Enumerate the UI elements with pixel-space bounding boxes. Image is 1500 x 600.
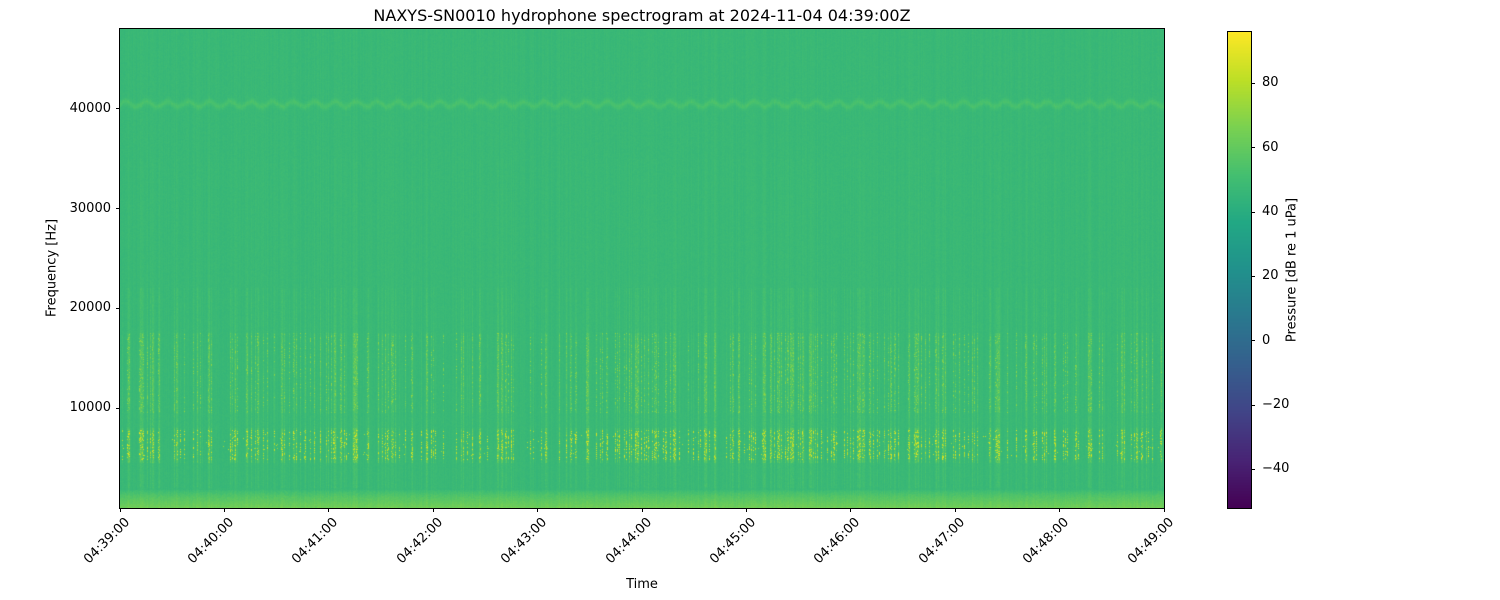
colorbar-tick-label: 60 — [1262, 139, 1279, 155]
chart-title: NAXYS-SN0010 hydrophone spectrogram at 2… — [373, 6, 911, 25]
x-axis-label: Time — [626, 577, 658, 592]
colorbar — [1227, 31, 1252, 509]
y-tick-label: 10000 — [69, 400, 111, 416]
x-tick-label: 04:45:00 — [707, 515, 759, 567]
colorbar-canvas — [1228, 32, 1251, 508]
colorbar-tick-mark — [1251, 82, 1255, 84]
y-tick-mark — [116, 307, 120, 309]
x-tick-label: 04:47:00 — [915, 515, 968, 567]
colorbar-tick-label: 20 — [1262, 268, 1279, 284]
x-tick-mark — [1059, 508, 1061, 512]
colorbar-tick-label: −20 — [1262, 397, 1290, 413]
x-tick-mark — [954, 508, 956, 512]
x-tick-mark — [641, 508, 643, 512]
colorbar-tick-mark — [1251, 147, 1255, 149]
x-tick-mark — [223, 508, 225, 512]
y-tick-mark — [116, 108, 120, 110]
x-tick-label: 04:49:00 — [1124, 515, 1177, 567]
x-tick-label: 04:42:00 — [393, 515, 446, 567]
x-tick-label: 04:46:00 — [811, 515, 864, 567]
colorbar-tick-mark — [1251, 468, 1255, 470]
x-tick-mark — [432, 508, 434, 512]
colorbar-tick-label: 0 — [1262, 332, 1271, 348]
x-tick-mark — [745, 508, 747, 512]
x-tick-label: 04:41:00 — [289, 515, 342, 567]
x-tick-label: 04:39:00 — [80, 515, 133, 567]
x-tick-label: 04:48:00 — [1020, 515, 1073, 567]
x-tick-mark — [119, 508, 121, 512]
colorbar-tick-mark — [1251, 340, 1255, 342]
colorbar-tick-mark — [1251, 404, 1255, 406]
colorbar-tick-mark — [1251, 275, 1255, 277]
x-tick-label: 04:43:00 — [498, 515, 551, 567]
x-tick-mark — [850, 508, 852, 512]
colorbar-tick-label: 40 — [1262, 204, 1279, 220]
y-tick-label: 20000 — [69, 300, 111, 316]
colorbar-label: Pressure [dB re 1 uPa] — [1284, 197, 1300, 343]
colorbar-tick-label: 80 — [1262, 75, 1279, 91]
y-tick-label: 30000 — [69, 200, 111, 216]
x-tick-mark — [537, 508, 539, 512]
spectrogram-canvas — [120, 29, 1164, 508]
y-tick-mark — [116, 208, 120, 210]
x-tick-mark — [328, 508, 330, 512]
colorbar-tick-mark — [1251, 211, 1255, 213]
y-tick-label: 40000 — [69, 100, 111, 116]
plot-area — [119, 28, 1165, 509]
x-tick-label: 04:44:00 — [602, 515, 655, 567]
colorbar-tick-label: −40 — [1262, 461, 1290, 477]
x-tick-mark — [1163, 508, 1165, 512]
y-tick-mark — [116, 407, 120, 409]
x-tick-label: 04:40:00 — [185, 515, 237, 567]
